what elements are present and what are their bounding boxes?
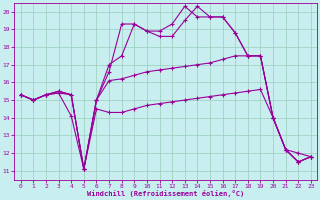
X-axis label: Windchill (Refroidissement éolien,°C): Windchill (Refroidissement éolien,°C) — [87, 190, 244, 197]
